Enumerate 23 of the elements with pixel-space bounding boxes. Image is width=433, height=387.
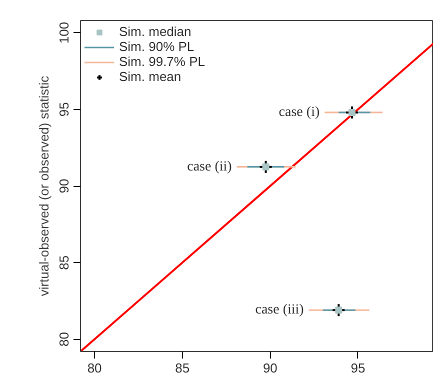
- point: [345, 105, 360, 120]
- legend-label: Sim. mean: [119, 69, 182, 84]
- y-tick-label: 100: [56, 22, 72, 44]
- y-tick-label: 90: [56, 178, 72, 194]
- legend-label: Sim. 90% PL: [119, 39, 194, 54]
- x-tick-label: 90: [262, 360, 278, 376]
- x-tick-label: 95: [350, 360, 366, 376]
- annotation: case (ii): [187, 159, 232, 174]
- y-tick-label: 95: [56, 102, 72, 117]
- y-tick-label: 85: [56, 255, 72, 270]
- x-tick-label: 85: [175, 360, 190, 376]
- point: [258, 160, 273, 174]
- point: [335, 306, 342, 314]
- y-tick-label: 80: [56, 332, 72, 346]
- annotation: case (iii): [255, 302, 304, 318]
- legend-label: Sim. median: [119, 24, 192, 39]
- legend-label: Sim. 99.7% PL: [119, 54, 205, 69]
- annotation: case (i): [278, 104, 320, 120]
- x-tick-label: 80: [87, 360, 102, 376]
- y-axis-title: virtual-observed (or observed) statistic: [36, 75, 52, 296]
- point: [262, 163, 270, 170]
- point: [348, 108, 356, 116]
- point: [332, 303, 346, 318]
